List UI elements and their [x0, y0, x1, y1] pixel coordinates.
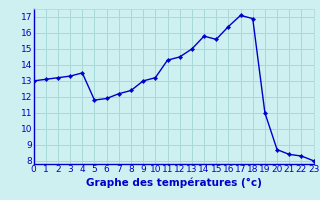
X-axis label: Graphe des températures (°c): Graphe des températures (°c) — [86, 177, 261, 188]
